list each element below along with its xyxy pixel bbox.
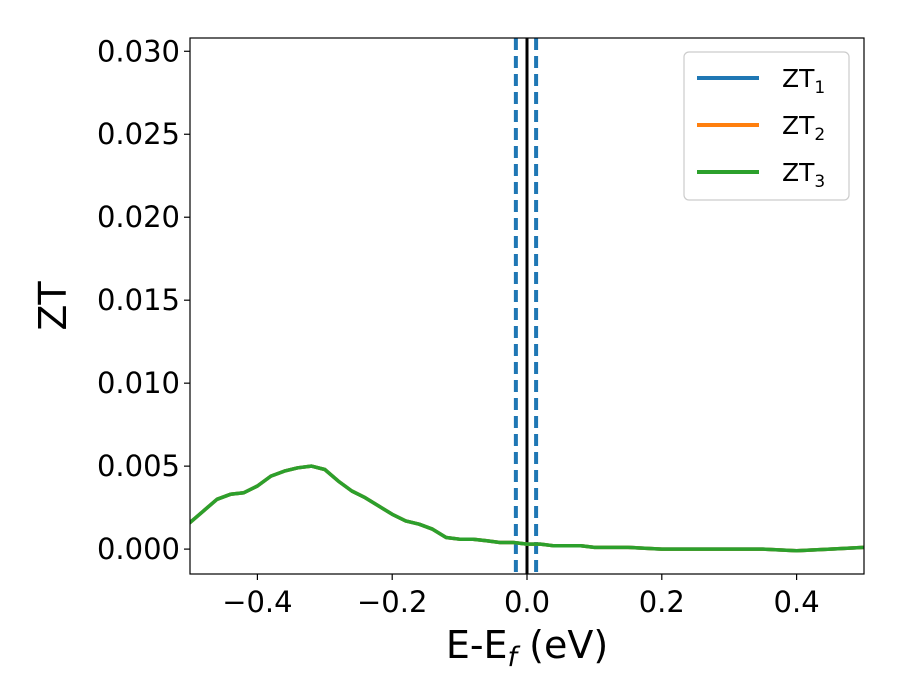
x-axis-label: E-Ef (eV) — [446, 623, 608, 673]
y-tick-label: 0.015 — [97, 283, 180, 317]
legend-label-1: ZT1 — [782, 64, 825, 98]
y-tick-label: 0.010 — [97, 366, 180, 400]
y-tick-label: 0.005 — [97, 449, 180, 483]
legend-box — [683, 51, 850, 201]
x-tick-label: 0.4 — [774, 585, 820, 619]
series-line-3 — [190, 464, 864, 553]
x-tick-label: 0.0 — [504, 585, 550, 619]
y-tick-label: 0.025 — [97, 117, 180, 151]
x-axis-label-tail: (eV) — [517, 623, 608, 667]
x-axis-label-main: E-E — [446, 623, 508, 667]
y-tick-label: 0.020 — [97, 200, 180, 234]
plot-area — [190, 38, 864, 574]
axis-ticks: −0.4 −0.2 0.0 0.2 0.4 0.000 0.005 0.010 0.015 0.0… — [97, 34, 820, 619]
x-tick-label: −0.4 — [222, 585, 292, 619]
y-tick-label: 0.000 — [97, 532, 180, 566]
y-axis-label: ZT — [31, 281, 75, 331]
x-tick-label: −0.2 — [357, 585, 427, 619]
legend-label-3: ZT3 — [782, 158, 825, 192]
x-tick-label: 0.2 — [639, 585, 685, 619]
legend-label-2: ZT2 — [782, 111, 825, 145]
legend: ZT1 ZT2 ZT3 — [683, 51, 850, 201]
y-tick-label: 0.030 — [97, 34, 180, 68]
